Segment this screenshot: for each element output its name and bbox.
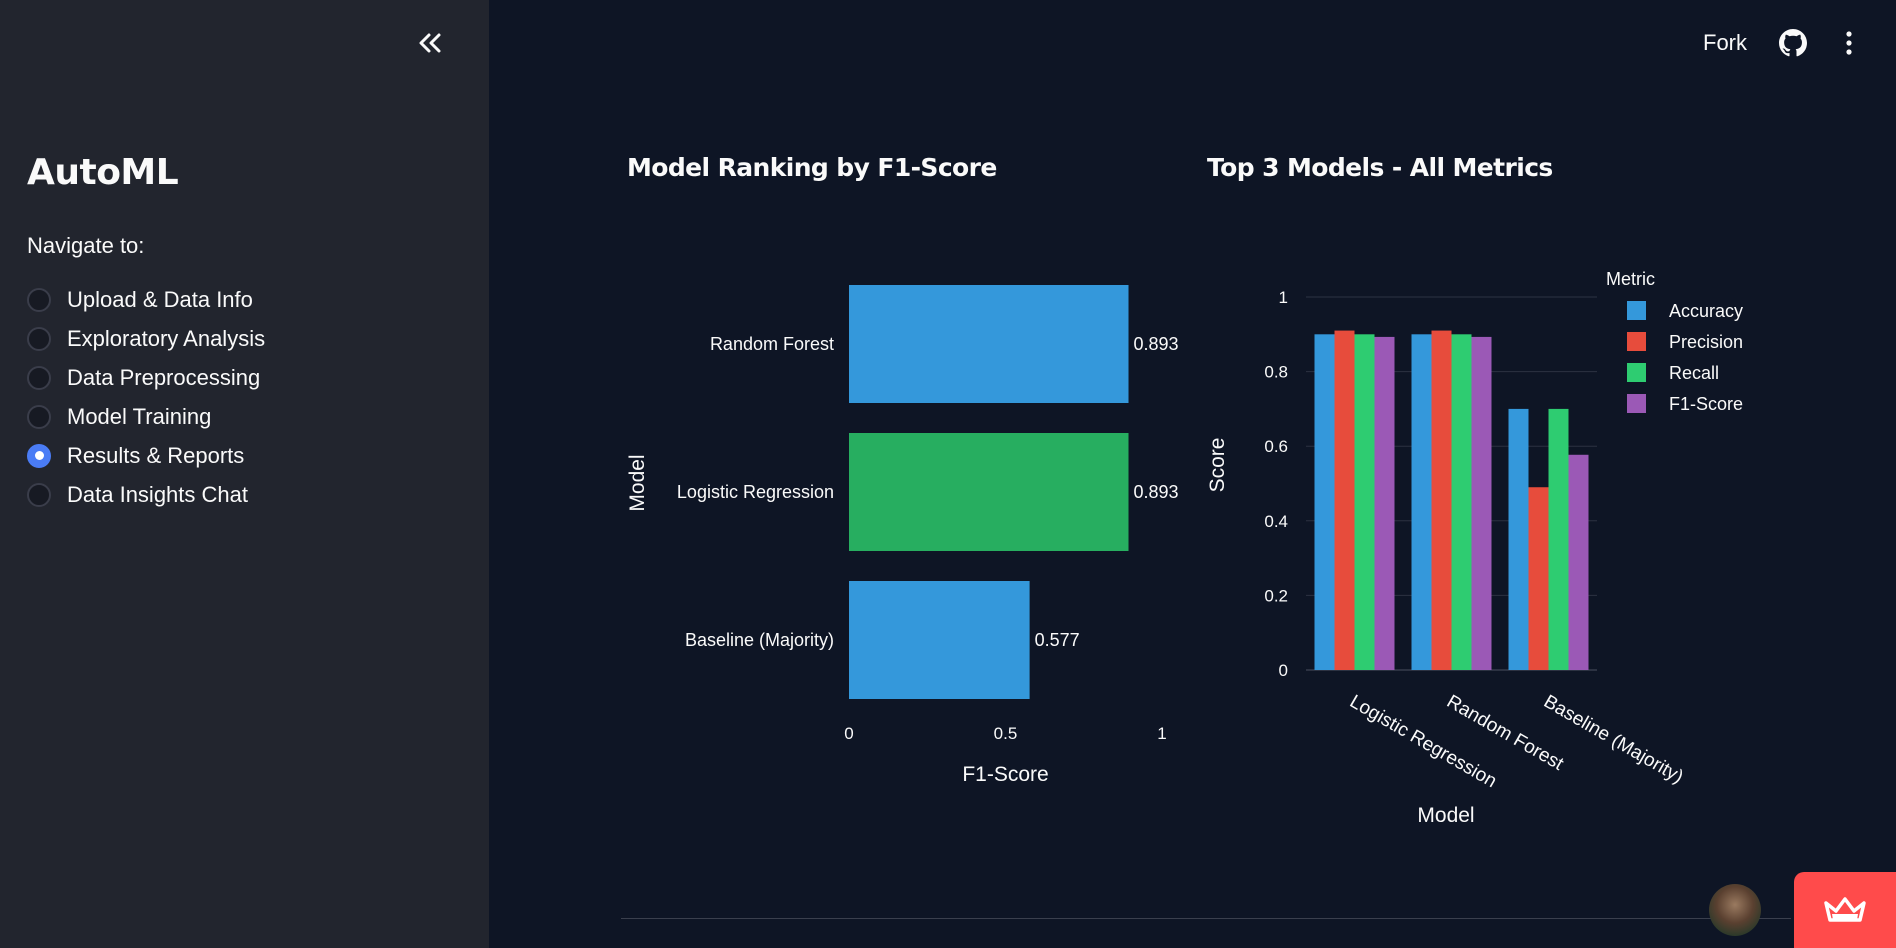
nav-item-upload-data-info[interactable]: Upload & Data Info: [27, 280, 265, 319]
divider: [621, 918, 1791, 919]
x-axis-title: Model: [1417, 804, 1474, 827]
nav-item-data-insights-chat[interactable]: Data Insights Chat: [27, 475, 265, 514]
nav-item-label: Data Preprocessing: [67, 364, 261, 390]
category-label: Baseline (Majority): [685, 630, 834, 650]
y-tick-label: 0.6: [1264, 437, 1288, 456]
legend-swatch: [1627, 301, 1646, 320]
legend-label: Precision: [1669, 332, 1743, 352]
bar: [1508, 408, 1529, 670]
y-tick-label: 0.4: [1264, 512, 1288, 531]
bar: [1451, 334, 1472, 670]
nav-item-results-reports[interactable]: Results & Reports: [27, 436, 265, 475]
x-axis-title: F1-Score: [962, 763, 1048, 786]
radio-button-selected[interactable]: [27, 443, 51, 468]
bar: [1528, 487, 1549, 670]
y-axis-title: Score: [1206, 438, 1229, 493]
data-label: 0.577: [1035, 630, 1080, 650]
bar: [1354, 334, 1375, 670]
legend-label: Accuracy: [1669, 301, 1743, 321]
nav-item-exploratory-analysis[interactable]: Exploratory Analysis: [27, 319, 265, 358]
x-tick-label: 0: [844, 724, 853, 743]
bar: [849, 285, 1129, 403]
sidebar: AutoML Navigate to: Upload & Data Info E…: [0, 0, 489, 948]
bar: [1314, 334, 1335, 670]
y-tick-label: 0.2: [1264, 586, 1288, 605]
kebab-menu-icon[interactable]: [1836, 29, 1862, 57]
bar: [1334, 330, 1355, 670]
bar: [1471, 336, 1492, 670]
x-tick-label: Baseline (Majority): [1540, 691, 1687, 788]
y-axis-title: Model: [626, 454, 649, 511]
legend-swatch: [1627, 332, 1646, 351]
legend-swatch: [1627, 363, 1646, 382]
crown-icon: [1824, 897, 1866, 922]
collapse-sidebar-button[interactable]: [413, 26, 447, 60]
legend-swatch: [1627, 394, 1646, 413]
nav-item-label: Data Insights Chat: [67, 481, 248, 507]
y-tick-label: 0.8: [1264, 363, 1288, 382]
chart-title-ranking: Model Ranking by F1-Score: [627, 153, 997, 182]
bar: [1431, 330, 1452, 670]
y-tick-label: 0: [1279, 661, 1288, 680]
nav-item-model-training[interactable]: Model Training: [27, 397, 265, 436]
data-label: 0.893: [1134, 482, 1179, 502]
x-tick-label: 1: [1157, 724, 1166, 743]
x-tick-label: 0.5: [994, 724, 1018, 743]
y-tick-label: 1: [1279, 288, 1288, 307]
f1-ranking-chart: Random Forest 0.893 Logistic Regression 0.8…: [626, 285, 1179, 786]
radio-button[interactable]: [27, 365, 51, 390]
avatar[interactable]: [1709, 884, 1761, 936]
bar: [849, 581, 1030, 699]
legend-label: F1-Score: [1669, 394, 1743, 414]
chart-title-top3: Top 3 Models - All Metrics: [1207, 153, 1553, 182]
bar: [1411, 334, 1432, 670]
category-label: Random Forest: [710, 334, 834, 354]
category-label: Logistic Regression: [677, 482, 834, 502]
radio-button[interactable]: [27, 482, 51, 507]
radio-button[interactable]: [27, 404, 51, 429]
radio-button[interactable]: [27, 326, 51, 351]
bar: [1548, 408, 1569, 670]
bar: [1568, 454, 1589, 670]
bar: [1374, 336, 1395, 670]
nav-radio-group: Upload & Data Info Exploratory Analysis …: [27, 280, 265, 514]
github-icon[interactable]: [1779, 29, 1807, 57]
data-label: 0.893: [1134, 334, 1179, 354]
app-title: AutoML: [27, 152, 179, 193]
nav-item-label: Upload & Data Info: [67, 286, 253, 312]
fork-button[interactable]: Fork: [1703, 30, 1747, 55]
nav-item-label: Exploratory Analysis: [67, 325, 266, 351]
radio-button[interactable]: [27, 287, 51, 312]
legend-label: Recall: [1669, 363, 1719, 383]
legend-title: Metric: [1606, 269, 1655, 289]
nav-item-data-preprocessing[interactable]: Data Preprocessing: [27, 358, 265, 397]
nav-item-label: Results & Reports: [67, 442, 245, 468]
nav-item-label: Model Training: [67, 403, 212, 429]
streamlit-badge[interactable]: [1794, 872, 1896, 948]
double-chevron-left-icon: [419, 33, 441, 53]
nav-label: Navigate to:: [27, 233, 145, 258]
bar: [849, 433, 1129, 551]
